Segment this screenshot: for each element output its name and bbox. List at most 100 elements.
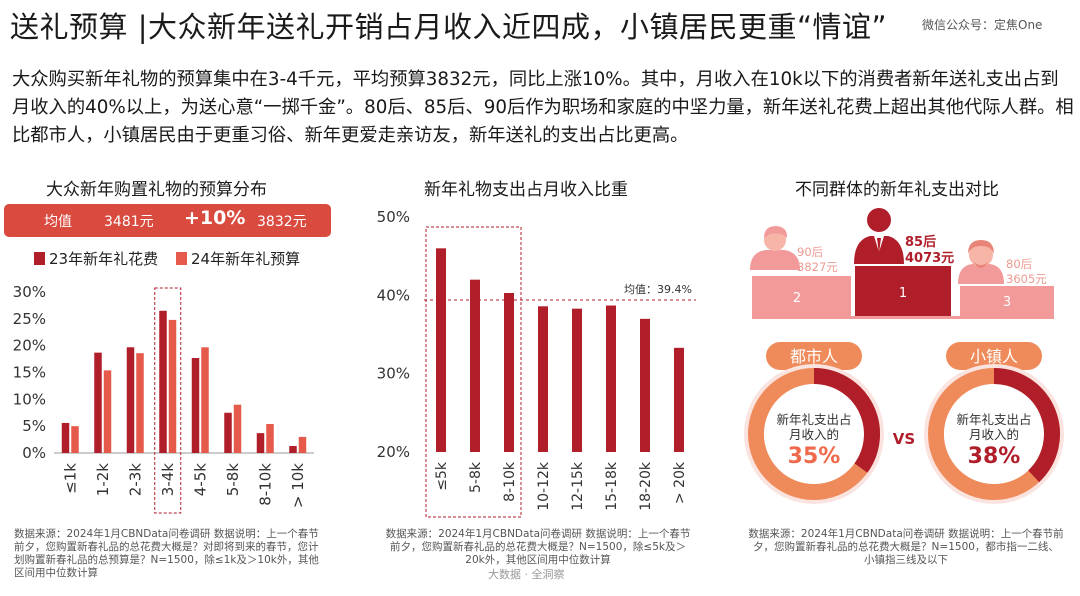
- average-2024: 3832元: [257, 214, 307, 230]
- y-tick-label: 40%: [377, 286, 410, 304]
- town-text1: 新年礼支出占: [956, 412, 1031, 427]
- page-title: 送礼预算 |大众新年送礼开销占月收入近四成，小镇居民更重“情谊”: [10, 10, 888, 44]
- average-label: 均值：39.4%: [624, 283, 692, 296]
- podium-ground: [752, 316, 1054, 319]
- average-banner: 均值 3481元 +10% 3832元: [4, 204, 331, 237]
- legend-swatch-2023: [34, 252, 45, 265]
- y-tick-label: 50%: [377, 208, 410, 226]
- bar: [572, 308, 582, 452]
- bar-2024: [136, 353, 144, 453]
- income-share-chart: 20% 30% 40% 50% ≤5k 5-8k 8-10k 10-12k 12-15k 15-1…: [377, 208, 696, 518]
- bar: [640, 318, 650, 452]
- panel2-footer: 大数据 · 全洞察: [488, 568, 565, 581]
- legend-swatch-2024: [176, 252, 187, 265]
- bar: [674, 347, 684, 452]
- podium-rank-3: 3: [1003, 295, 1011, 310]
- person-icon: [958, 240, 1004, 284]
- x-tick-label: 15-18k: [604, 461, 620, 511]
- bar-2024: [168, 319, 177, 453]
- person-icon: [854, 208, 904, 264]
- highlight-box: [154, 287, 182, 514]
- bar-2023: [94, 352, 102, 453]
- x-tick-label: 4-5k: [191, 463, 209, 496]
- y-tick-label: 0%: [22, 444, 46, 462]
- bar: [436, 248, 446, 452]
- bar-2024: [201, 347, 209, 453]
- podium-rank-2: 2: [793, 291, 801, 306]
- bar: [606, 305, 616, 452]
- legend-2023: 23年新年礼花费: [34, 248, 158, 269]
- town-label-pill: [946, 342, 1042, 370]
- panel1-subtitle: 大众新年购置礼物的预算分布: [46, 180, 267, 200]
- y-tick-label: 20%: [13, 337, 46, 355]
- panel2-note: 数据来源：2024年1月CBNData问卷调研 数据说明：上一个春节前夕，您购置…: [385, 528, 691, 566]
- y-tick-label: 25%: [13, 310, 46, 328]
- panel3-subtitle: 不同群体的新年礼支出对比: [795, 180, 999, 200]
- legend-label-2023: 23年新年礼花费: [49, 250, 159, 268]
- town-percent: 38%: [968, 444, 1021, 469]
- town-donut: [924, 364, 1064, 504]
- bar-2023: [191, 358, 200, 453]
- podium-rank-1: 1: [899, 286, 907, 301]
- x-tick-label: 1-2k: [94, 463, 112, 496]
- podium-amount-1: 4073元: [905, 251, 954, 266]
- panel1-note: 数据来源：2024年1月CBNData问卷调研 数据说明：上一个春节前夕，您购置…: [14, 528, 319, 579]
- x-tick-label: > 10k: [289, 463, 307, 508]
- x-tick-label: 10-12k: [536, 461, 552, 511]
- podium-block-1: [855, 266, 951, 318]
- y-tick-label: 5%: [22, 417, 46, 435]
- person-icon: [750, 226, 800, 270]
- x-tick-label: 12-15k: [570, 461, 586, 511]
- bar-2023: [224, 412, 232, 453]
- donut-center: [764, 384, 864, 484]
- bar-2023: [159, 310, 167, 453]
- podium-amount-2: 3827元: [797, 260, 838, 274]
- bar-2024: [233, 404, 242, 453]
- growth-rate: +10%: [184, 207, 246, 229]
- x-tick-label: 3-4k: [159, 463, 177, 496]
- podium-block-3: [960, 286, 1054, 318]
- donut-value-arc: [993, 368, 1060, 483]
- bar-2023: [61, 422, 70, 453]
- bar-2024: [71, 426, 79, 453]
- x-tick-label: 5-8k: [224, 463, 242, 496]
- y-tick-label: 15%: [13, 364, 46, 382]
- average-2023: 3481元: [104, 214, 154, 230]
- y-tick-label: 30%: [377, 365, 410, 383]
- x-tick-label: 8-10k: [502, 461, 518, 502]
- bar-2024: [266, 424, 274, 453]
- bar-2024: [103, 370, 112, 453]
- bar: [504, 292, 514, 452]
- legend-label-2024: 24年新年礼预算: [191, 250, 301, 268]
- podium-amount-3: 3605元: [1006, 272, 1047, 286]
- donut-value-arc: [813, 368, 880, 473]
- y-tick-label: 10%: [13, 390, 46, 408]
- town-text2: 月收入的: [969, 427, 1019, 442]
- podium-gen-2: 90后: [797, 245, 823, 259]
- bar: [470, 279, 480, 452]
- x-tick-label: 8-10k: [256, 463, 274, 506]
- podium-gen-3: 80后: [1006, 257, 1032, 271]
- y-tick-label: 20%: [377, 443, 410, 461]
- bar-2023: [126, 347, 135, 453]
- city-label-pill: [766, 342, 862, 370]
- x-tick-label: ≤1k: [61, 463, 79, 494]
- y-tick-label: 30%: [13, 283, 46, 301]
- donut-center: [944, 384, 1044, 484]
- city-percent: 35%: [788, 444, 841, 469]
- bar-2024: [298, 436, 307, 453]
- vs-label: VS: [893, 430, 915, 448]
- podium-gen-1: 85后: [905, 234, 936, 250]
- intro-paragraph: 大众购买新年礼物的预算集中在3-4千元，平均预算3832元，同比上涨10%。其中…: [12, 69, 1074, 146]
- watermark: 微信公众号：定焦One: [922, 18, 1043, 32]
- x-tick-label: 2-3k: [126, 463, 144, 496]
- x-tick-label: 5-8k: [468, 461, 484, 493]
- bar: [538, 306, 548, 452]
- city-text2: 月收入的: [789, 427, 839, 442]
- budget-distribution-chart: 0% 5% 10% 15% 20% 25% 30% ≤1k 1-2k 2-3k 3-4k 4-5k 5-…: [13, 283, 314, 514]
- bar-2023: [289, 446, 297, 453]
- city-text1: 新年礼支出占: [776, 412, 851, 427]
- city-donut: [744, 364, 884, 504]
- legend-2024: 24年新年礼预算: [176, 248, 300, 269]
